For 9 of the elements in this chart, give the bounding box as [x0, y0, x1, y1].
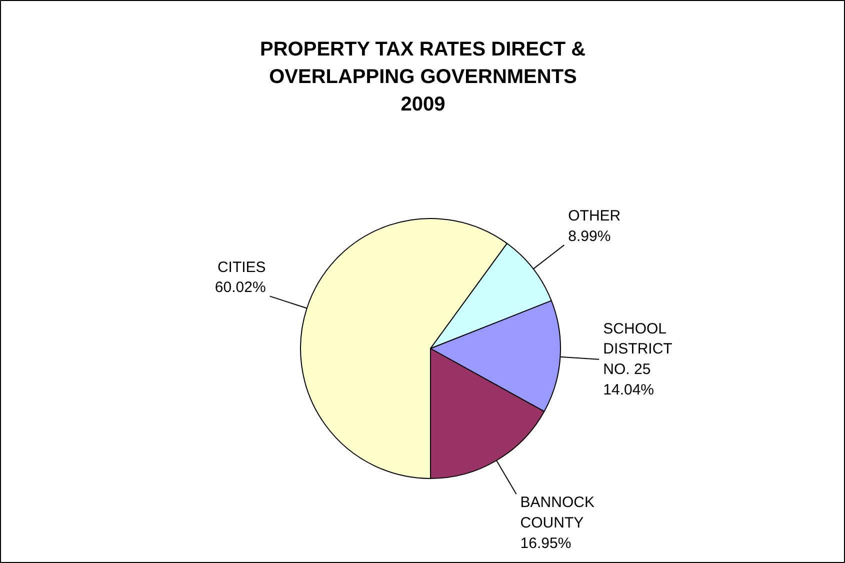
slice-label: BANNOCK COUNTY [520, 494, 594, 532]
chart-title: PROPERTY TAX RATES DIRECT & OVERLAPPING GOVERNMENTS 2009 [260, 38, 586, 116]
data-label: 14.04% [603, 382, 654, 399]
data-label: 8.99% [568, 228, 611, 246]
slice-label: CITIES [217, 258, 266, 276]
data-label: 60.02% [214, 279, 266, 296]
slice-label: OTHER [568, 208, 621, 225]
data-label: 16.95% [520, 534, 572, 552]
slice-label: SCHOOL DISTRICT NO. 25 [603, 320, 672, 378]
